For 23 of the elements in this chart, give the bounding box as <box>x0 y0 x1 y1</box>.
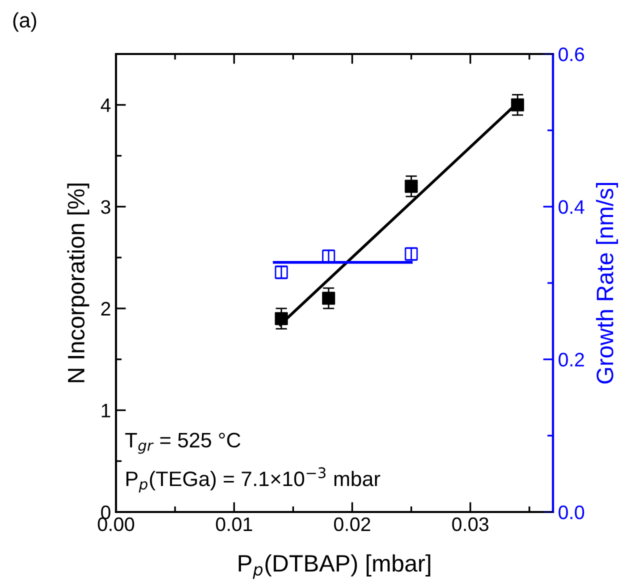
y-tick-label: 2 <box>101 302 110 316</box>
y-tick-label: 1 <box>102 404 110 418</box>
x-tick-label: 0.01 <box>216 517 252 532</box>
point <box>274 312 288 326</box>
point <box>511 98 524 112</box>
annotation: T$_{gr}$ = 525 °C <box>125 432 240 454</box>
y-tick-label: 0 <box>101 505 110 520</box>
x-axis-title: P$_{p}$(DTBAP) [mbar] <box>238 554 430 579</box>
x-tick-label: 0.03 <box>452 517 488 532</box>
y2-tick-label: 0.4 <box>558 200 584 214</box>
annotation: P$_{p}$(TEGa) = 7.1×10$^{−3}$ mbar <box>126 467 380 492</box>
y-tick-label: 4 <box>100 98 111 112</box>
y2-tick-label: 0.6 <box>558 47 584 62</box>
y2-tick-label: 0.2 <box>558 352 584 367</box>
y-axis-title: N Incorporation [%] <box>67 184 90 382</box>
x-tick-label: 0.02 <box>334 517 370 532</box>
y2-tick-label: 0.0 <box>558 505 584 520</box>
y2-axis-title: Growth Rate [nm/s] <box>596 182 618 384</box>
point <box>322 292 336 305</box>
y-tick-label: 3 <box>101 200 110 214</box>
x-tick-label: 0.00 <box>98 517 134 532</box>
chart-title: (a) <box>13 12 36 32</box>
point <box>404 180 418 193</box>
